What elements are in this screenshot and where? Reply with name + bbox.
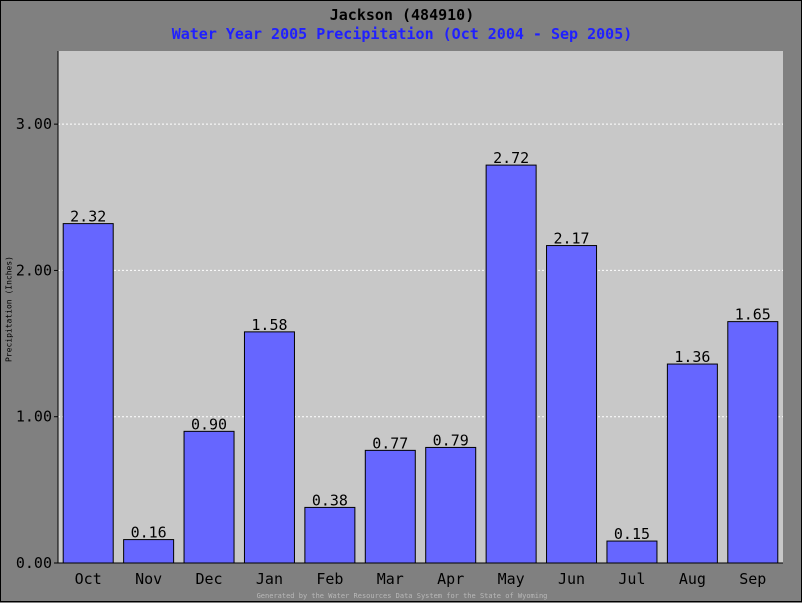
bars [62,164,779,564]
y-tick-label: 3.00 [16,115,52,133]
data-label: 0.15 [614,525,650,543]
data-label: 1.58 [251,316,287,334]
x-tick-label: Feb [316,570,343,588]
grid-lines [58,123,783,418]
y-axis: 0.00 1.00 2.00 3.00 [16,51,59,572]
plot-area [58,51,783,563]
data-label: 1.36 [674,348,710,366]
bar-nov [123,539,175,564]
data-label: 1.65 [735,306,771,324]
data-label: 2.17 [553,230,589,248]
x-tick-label: Aug [679,570,706,588]
data-labels: 2.32 0.16 0.90 1.58 0.38 0.77 0.79 2.72 2.17 0.15… [70,149,771,543]
x-tick-label: Mar [377,570,404,588]
footer-credit: Generated by the Water Resources Data Sy… [256,592,548,600]
bar-aug [666,363,718,564]
data-label: 0.79 [433,431,469,449]
bar-dec [183,430,235,564]
bar-sep [727,321,779,564]
bar-apr [425,446,477,564]
x-tick-label: Jan [256,570,283,588]
x-tick-label: Apr [437,570,464,588]
data-label: 0.38 [312,491,348,509]
bar-jul [606,540,658,564]
y-tick-label: 2.00 [16,261,52,279]
bar-may [485,164,537,564]
x-tick-label: Jun [558,570,585,588]
data-label: 0.77 [372,434,408,452]
data-label: 2.72 [493,149,529,167]
data-label: 2.32 [70,208,106,226]
x-tick-label: Oct [75,570,102,588]
x-tick-label: Jul [618,570,645,588]
chart-title: Jackson (484910) [329,6,475,24]
data-label: 0.90 [191,415,227,433]
bar-oct [62,223,114,564]
y-tick-label: 1.00 [16,408,52,426]
x-tick-label: Dec [195,570,222,588]
x-tick-label: Sep [739,570,766,588]
y-tick-label: 0.00 [16,554,52,572]
chart-subtitle: Water Year 2005 Precipitation (Oct 2004 … [171,25,633,43]
bar-jan [243,331,295,564]
x-tick-label: May [498,570,525,588]
x-tick-label: Nov [135,570,162,588]
bar-feb [304,506,356,564]
x-axis: Oct Nov Dec Jan Feb Mar Apr May Jun Jul Aug Sep [58,562,783,588]
bar-jun [546,245,598,564]
bar-mar [364,449,416,564]
data-label: 0.16 [131,524,167,542]
